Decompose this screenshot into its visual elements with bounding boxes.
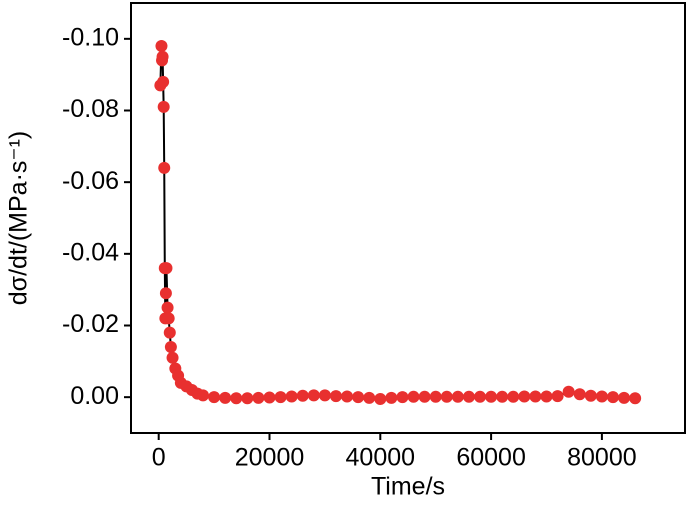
data-point [618, 391, 631, 404]
data-point [219, 391, 232, 404]
data-point [156, 50, 169, 63]
data-point [396, 391, 409, 404]
y-tick-label: -0.06 [62, 167, 119, 195]
data-point [163, 326, 176, 339]
data-line [159, 45, 636, 400]
data-point [162, 312, 175, 325]
plot-frame [130, 2, 686, 434]
data-point [440, 390, 453, 403]
x-tick-label: 80000 [567, 444, 637, 472]
data-point [307, 389, 320, 402]
y-axis-label: dσ/dt/(MPa·s⁻¹) [5, 131, 33, 305]
data-point [274, 391, 287, 404]
data-point [161, 301, 174, 314]
data-point [164, 341, 177, 353]
data-point [407, 390, 420, 403]
data-point [507, 390, 520, 403]
data-point [451, 390, 464, 403]
data-point [429, 390, 442, 403]
data-point [584, 389, 597, 402]
data-point [157, 100, 170, 113]
data-point [166, 351, 179, 364]
data-point [197, 389, 210, 402]
data-point [329, 390, 342, 403]
data-point [418, 390, 431, 403]
data-point [230, 392, 243, 405]
data-point [160, 262, 173, 275]
data-point [485, 390, 498, 403]
data-point [241, 392, 254, 405]
data-point [496, 390, 509, 403]
data-point [318, 389, 331, 402]
data-point [573, 388, 586, 401]
data-point [606, 391, 619, 404]
data-point [629, 392, 642, 405]
data-point [296, 389, 309, 402]
data-point [562, 385, 575, 398]
data-point [529, 390, 542, 403]
x-tick-label: 20000 [235, 444, 305, 472]
y-tick-label: -0.08 [62, 95, 119, 123]
x-tick-label: 40000 [346, 444, 416, 472]
x-tick-label: 60000 [456, 444, 526, 472]
data-point [595, 390, 608, 403]
data-point [540, 390, 553, 403]
data-point [158, 161, 171, 174]
data-point [341, 390, 354, 403]
data-point [462, 390, 475, 403]
data-point [157, 75, 170, 88]
y-tick-label: -0.02 [62, 310, 119, 338]
data-point [155, 40, 168, 52]
x-axis-label: Time/s [371, 473, 445, 501]
data-point [385, 391, 398, 404]
y-tick-label: -0.04 [62, 238, 119, 266]
y-tick-label: -0.10 [62, 23, 119, 51]
data-point [352, 391, 365, 404]
data-point [208, 391, 221, 404]
data-point [285, 390, 298, 403]
data-point [518, 390, 531, 403]
data-point [374, 392, 387, 405]
x-tick-label: 0 [152, 444, 166, 472]
data-point [252, 391, 265, 404]
data-point [474, 390, 487, 403]
data-point [363, 391, 376, 404]
y-tick-label: 0.00 [70, 382, 119, 410]
data-point [263, 391, 276, 404]
data-point [159, 287, 172, 300]
data-point [551, 390, 564, 403]
